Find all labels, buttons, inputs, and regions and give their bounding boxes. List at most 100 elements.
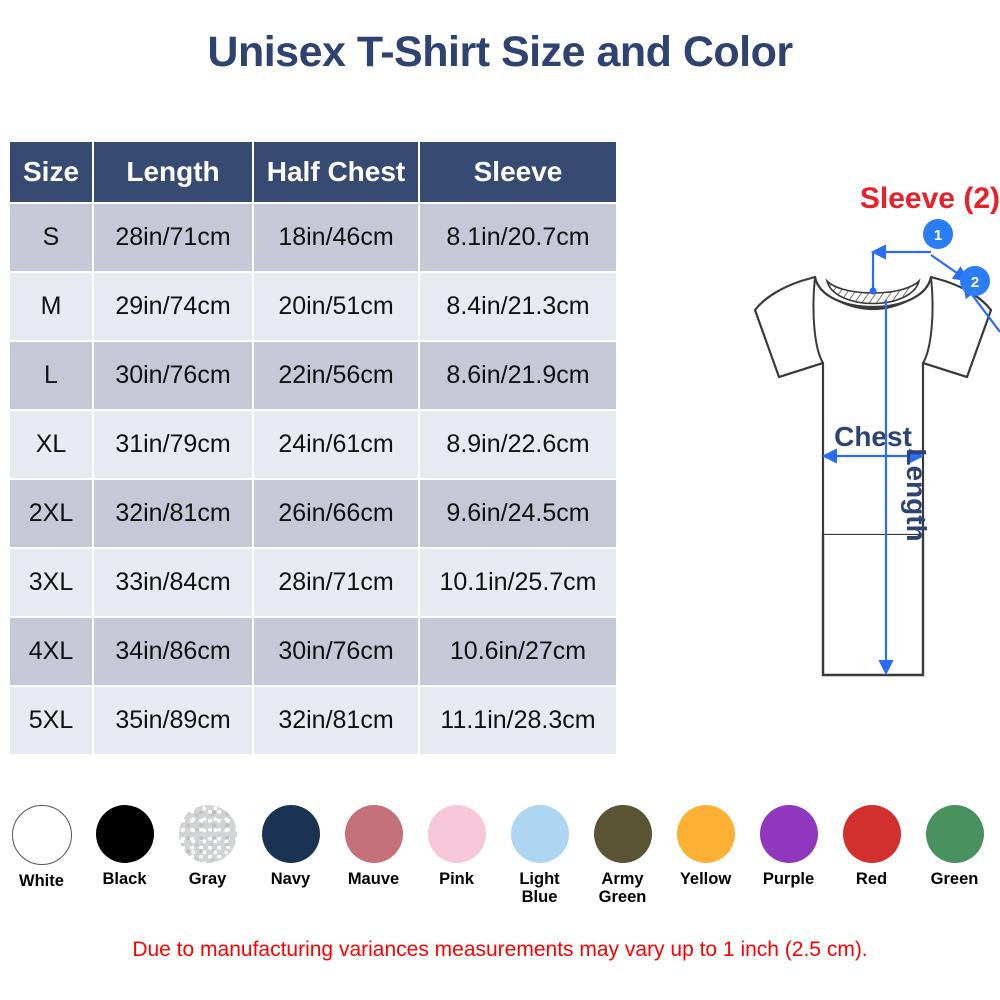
table-row: XL 31in/79cm 24in/61cm 8.9in/22.6cm — [8, 409, 618, 480]
color-swatch[interactable] — [759, 805, 818, 863]
cell-size: S — [8, 202, 94, 273]
table-row: 4XL 34in/86cm 30in/76cm 10.6in/27cm — [8, 616, 618, 687]
cell-sleeve: 10.1in/25.7cm — [418, 547, 618, 618]
cell-length: 33in/84cm — [92, 547, 254, 618]
cell-half-chest: 24in/61cm — [252, 409, 420, 480]
cell-half-chest: 30in/76cm — [252, 616, 420, 687]
cell-size: M — [8, 271, 94, 342]
cell-sleeve: 9.6in/24.5cm — [418, 478, 618, 549]
color-option-army-green[interactable]: Army Green — [581, 805, 664, 907]
cell-sleeve: 8.4in/21.3cm — [418, 271, 618, 342]
cell-sleeve: 8.6in/21.9cm — [418, 340, 618, 411]
table-row: 3XL 33in/84cm 28in/71cm 10.1in/25.7cm — [8, 547, 618, 618]
size-chart-table: Size Length Half Chest Sleeve S 28in/71cm… — [8, 140, 618, 756]
table-header: Size Length Half Chest Sleeve — [8, 140, 618, 204]
page-title: Unisex T-Shirt Size and Color — [207, 28, 793, 76]
badge-1: 1 — [923, 219, 953, 249]
color-swatch[interactable] — [593, 805, 652, 863]
chest-label: Chest — [834, 421, 912, 452]
table-row: S 28in/71cm 18in/46cm 8.1in/20.7cm — [8, 202, 618, 273]
color-swatch[interactable] — [11, 805, 72, 865]
cell-size: XL — [8, 409, 94, 480]
sleeve-1-anchor-dot — [869, 287, 877, 295]
cell-length: 28in/71cm — [92, 202, 254, 273]
badge-2-label: 2 — [971, 274, 979, 291]
color-option-light-blue[interactable]: Light Blue — [498, 805, 581, 907]
color-option-black[interactable]: Black — [83, 805, 166, 888]
cell-length: 32in/81cm — [92, 478, 254, 549]
sleeve-1-measure-arrow — [870, 244, 931, 291]
color-swatch[interactable] — [925, 805, 984, 863]
cell-length: 30in/76cm — [92, 340, 254, 411]
color-swatch[interactable] — [842, 805, 901, 863]
cell-size: 3XL — [8, 547, 94, 618]
cell-size: 4XL — [8, 616, 94, 687]
color-label: Gray — [188, 870, 227, 888]
collar-ribbing — [825, 278, 921, 305]
column-header-size: Size — [8, 140, 94, 204]
cell-length: 29in/74cm — [92, 271, 254, 342]
table-row: M 29in/74cm 20in/51cm 8.4in/21.3cm — [8, 271, 618, 342]
cell-half-chest: 26in/66cm — [252, 478, 420, 549]
cell-sleeve: 11.1in/28.3cm — [418, 685, 618, 756]
cell-half-chest: 18in/46cm — [252, 202, 420, 273]
color-label: Mauve — [347, 870, 400, 888]
color-options-row: White Black Gray Navy Mauve Pink Light Blue Army… — [0, 805, 1000, 930]
badge-1-label: 1 — [934, 227, 942, 244]
cell-size: L — [8, 340, 94, 411]
color-option-green[interactable]: Green — [913, 805, 996, 888]
column-header-half-chest: Half Chest — [252, 140, 420, 204]
cell-half-chest: 20in/51cm — [252, 271, 420, 342]
color-swatch[interactable] — [95, 805, 154, 863]
color-swatch[interactable] — [178, 805, 237, 863]
table-body: S 28in/71cm 18in/46cm 8.1in/20.7cm M 29in/74c… — [8, 202, 618, 756]
color-option-navy[interactable]: Navy — [249, 805, 332, 888]
cell-size: 5XL — [8, 685, 94, 756]
color-swatch[interactable] — [427, 805, 486, 863]
color-swatch[interactable] — [261, 805, 320, 863]
cell-length: 34in/86cm — [92, 616, 254, 687]
badge-2: 2 — [960, 266, 990, 296]
color-option-yellow[interactable]: Yellow — [664, 805, 747, 888]
cell-length: 31in/79cm — [92, 409, 254, 480]
color-option-mauve[interactable]: Mauve — [332, 805, 415, 888]
cell-half-chest: 28in/71cm — [252, 547, 420, 618]
color-label: Navy — [270, 870, 311, 888]
color-label: Yellow — [679, 870, 732, 888]
table-row: 5XL 35in/89cm 32in/81cm 11.1in/28.3cm — [8, 685, 618, 756]
cell-sleeve: 8.1in/20.7cm — [418, 202, 618, 273]
sleeve-callout-title: Sleeve (2) — [859, 182, 1000, 215]
cell-length: 35in/89cm — [92, 685, 254, 756]
color-option-red[interactable]: Red — [830, 805, 913, 888]
cell-size: 2XL — [8, 478, 94, 549]
color-option-pink[interactable]: Pink — [415, 805, 498, 888]
column-header-sleeve: Sleeve — [418, 140, 618, 204]
color-label: Army Green — [598, 870, 647, 907]
cell-sleeve: 10.6in/27cm — [418, 616, 618, 687]
table-row: 2XL 32in/81cm 26in/66cm 9.6in/24.5cm — [8, 478, 618, 549]
column-header-length: Length — [92, 140, 254, 204]
length-label: Length — [901, 448, 932, 541]
table-row: L 30in/76cm 22in/56cm 8.6in/21.9cm — [8, 340, 618, 411]
shirt-outline — [753, 275, 993, 537]
color-label: Light Blue — [519, 870, 560, 907]
cell-half-chest: 32in/81cm — [252, 685, 420, 756]
cell-sleeve: 8.9in/22.6cm — [418, 409, 618, 480]
color-label: Red — [855, 870, 888, 888]
color-option-gray[interactable]: Gray — [166, 805, 249, 888]
color-swatch[interactable] — [676, 805, 735, 863]
color-label: Purple — [762, 870, 815, 888]
color-swatch[interactable] — [510, 805, 569, 863]
color-label: White — [19, 872, 64, 890]
cell-half-chest: 22in/56cm — [252, 340, 420, 411]
color-swatch[interactable] — [344, 805, 403, 863]
color-label: Green — [930, 870, 979, 888]
measurement-disclaimer: Due to manufacturing variances measureme… — [132, 938, 868, 961]
tshirt-illustration: 1 2 Chest Length — [753, 219, 1000, 677]
table-header-row: Size Length Half Chest Sleeve — [8, 140, 618, 204]
color-label: Black — [102, 870, 147, 888]
color-label: Pink — [439, 870, 474, 888]
tshirt-measurement-diagram: Sleeve (2) — [615, 180, 1000, 710]
color-option-purple[interactable]: Purple — [747, 805, 830, 888]
color-option-white[interactable]: White — [0, 805, 83, 890]
